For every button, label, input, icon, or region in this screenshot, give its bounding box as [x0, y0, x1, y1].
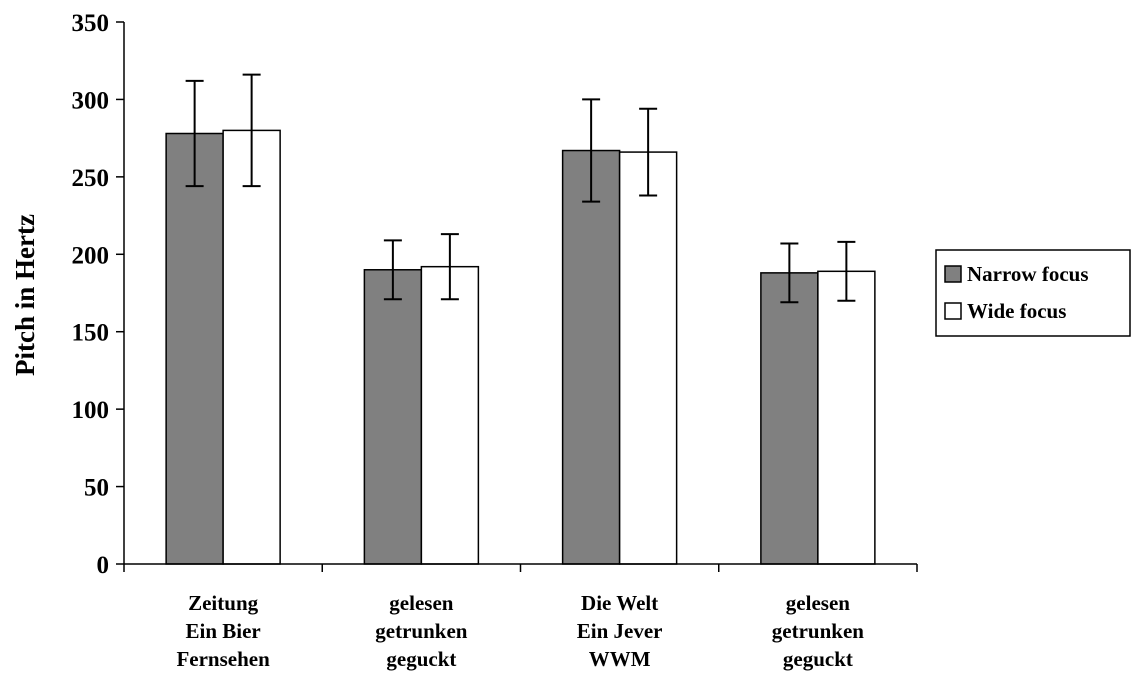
bar-wide-focus: [817, 270, 876, 565]
y-tick-label: 0: [97, 552, 110, 579]
x-category-label-line: Die Welt: [581, 591, 658, 615]
y-tick-label: 50: [84, 475, 109, 502]
bar-narrow-focus: [760, 272, 819, 565]
legend-swatch-wide-focus: [944, 302, 962, 320]
x-category-label-line: gelesen: [786, 591, 850, 615]
error-bar-group: [185, 73, 856, 304]
legend-label-narrow-focus: Narrow focus: [967, 262, 1089, 286]
y-tick-label: 150: [72, 320, 110, 347]
x-category-label: Zeitung Ein Bier Fernsehen: [176, 591, 270, 671]
legend-swatch-narrow-focus: [944, 265, 962, 283]
x-category-label-line: WWM: [589, 647, 651, 671]
y-tick-label: 350: [72, 10, 110, 37]
x-category-label-line: Ein Bier: [185, 619, 260, 643]
bar-wide-focus: [420, 265, 480, 565]
y-tick-label: 250: [72, 165, 110, 192]
bar-wide-focus: [618, 151, 678, 565]
x-category-label-line: Ein Jever: [577, 619, 663, 643]
bar-wide-focus: [222, 129, 281, 565]
y-tick-label: 100: [72, 397, 110, 424]
y-tick-label: 200: [72, 242, 110, 269]
bar-group: [123, 129, 918, 572]
x-category-label-line: getrunken: [375, 619, 467, 643]
y-axis-title: Pitch in Hertz: [10, 214, 40, 376]
bar-narrow-focus: [165, 132, 224, 565]
legend: Narrow focus Wide focus: [935, 249, 1131, 337]
x-category-label-line: Zeitung: [188, 591, 259, 615]
x-category-label-line: geguckt: [386, 647, 456, 671]
y-axis-ticks: 0 50 100 150 200 250 300 350: [72, 10, 124, 579]
category-labels: Zeitung Ein Bier Fernsehen gelesen getrunken…: [176, 591, 864, 671]
legend-box: [935, 249, 1131, 337]
x-category-label-line: geguckt: [783, 647, 853, 671]
x-category-label: gelesen getrunken geguckt: [772, 591, 864, 671]
x-category-label: Die Welt Ein Jever WWM: [577, 591, 663, 671]
x-category-label-line: Fernsehen: [176, 647, 270, 671]
y-tick-label: 300: [72, 87, 110, 114]
bar-narrow-focus: [561, 149, 621, 565]
x-category-label: gelesen getrunken geguckt: [375, 591, 467, 671]
legend-label-wide-focus: Wide focus: [967, 299, 1066, 323]
x-category-label-line: gelesen: [389, 591, 453, 615]
bar-narrow-focus: [363, 269, 423, 565]
x-category-label-line: getrunken: [772, 619, 864, 643]
